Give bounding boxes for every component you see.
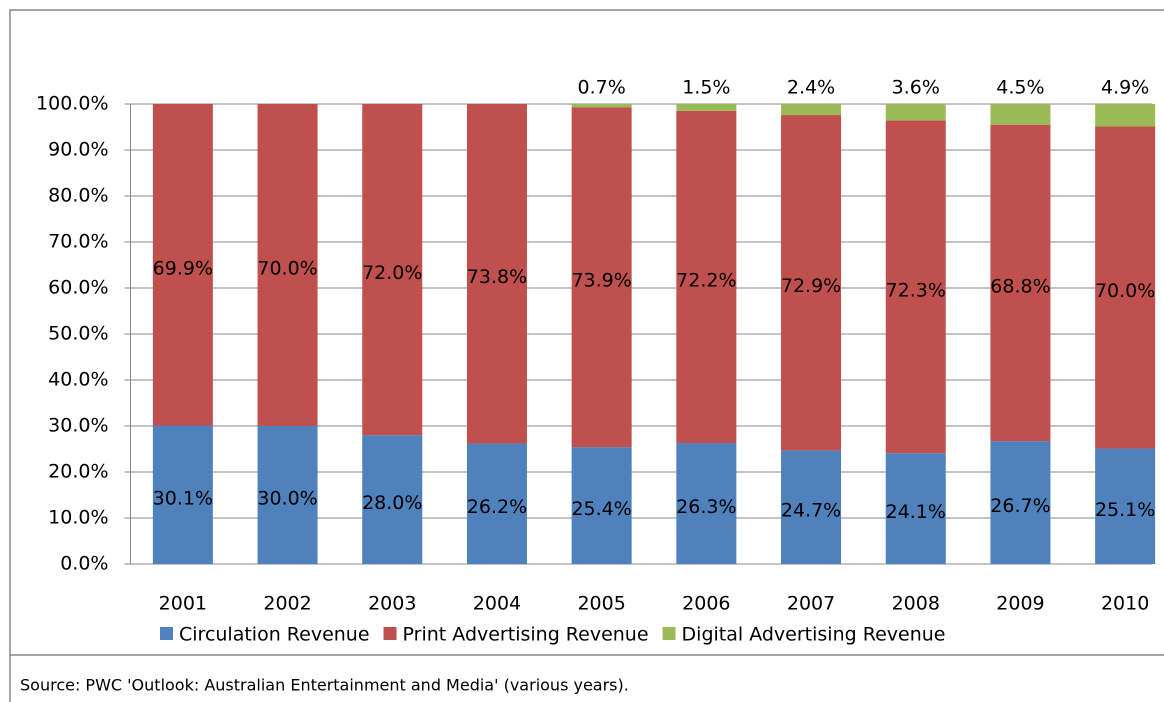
bar-segment: [676, 443, 737, 564]
bar-segment: [571, 447, 632, 564]
legend-label: Print Advertising Revenue: [403, 624, 649, 646]
bar-segment: [885, 453, 946, 564]
y-tick-label: 0.0%: [60, 553, 108, 575]
x-tick-label: 2004: [473, 593, 521, 615]
x-tick-label: 2001: [159, 593, 207, 615]
data-label: 72.0%: [362, 262, 422, 284]
data-label: 26.2%: [467, 496, 527, 518]
x-tick-label: 2010: [1101, 593, 1149, 615]
bar-segment: [781, 115, 842, 451]
bar-segment: [362, 435, 423, 564]
bar-segment: [676, 110, 737, 444]
bar-segment: [466, 443, 527, 564]
legend-swatch: [662, 627, 676, 640]
data-label: 2.4%: [787, 77, 835, 99]
bar-segment: [1095, 104, 1156, 127]
bar-segment: [257, 426, 318, 564]
bar-segment: [152, 425, 213, 564]
bar-segment: [885, 120, 946, 454]
y-tick-label: 10.0%: [48, 507, 108, 529]
legend-swatch: [383, 627, 397, 640]
y-tick-label: 70.0%: [48, 231, 108, 253]
bar-segment: [257, 104, 318, 426]
y-tick-label: 80.0%: [48, 185, 108, 207]
data-label: 70.0%: [1095, 280, 1155, 302]
data-label: 25.4%: [571, 498, 631, 520]
y-tick-label: 60.0%: [48, 277, 108, 299]
x-tick-label: 2006: [682, 593, 730, 615]
y-tick-label: 50.0%: [48, 323, 108, 345]
x-tick-label: 2002: [263, 593, 311, 615]
bar-segment: [781, 450, 842, 564]
x-tick-label: 2007: [787, 593, 835, 615]
bar-segment: [571, 104, 632, 108]
x-tick-label: 2009: [996, 593, 1044, 615]
legend-label: Digital Advertising Revenue: [682, 624, 946, 646]
data-label: 72.2%: [676, 269, 736, 291]
data-label: 69.9%: [153, 257, 213, 279]
data-label: 28.0%: [362, 492, 422, 514]
bar-segment: [885, 104, 946, 121]
bar-segment: [990, 124, 1051, 442]
legend-label: Circulation Revenue: [179, 624, 370, 646]
data-label: 24.1%: [886, 501, 946, 523]
bar-segment: [571, 107, 632, 448]
x-tick-label: 2003: [368, 593, 416, 615]
data-label: 0.7%: [578, 77, 626, 99]
bar-segment: [990, 104, 1051, 125]
data-label: 3.6%: [892, 77, 940, 99]
data-label: 4.5%: [996, 77, 1044, 99]
source-note: Source: PWC 'Outlook: Australian Enterta…: [20, 676, 629, 695]
data-label: 1.5%: [682, 77, 730, 99]
data-label: 72.3%: [886, 279, 946, 301]
y-tick-label: 40.0%: [48, 369, 108, 391]
data-label: 26.7%: [990, 495, 1050, 517]
y-tick-label: 90.0%: [48, 139, 108, 161]
data-label: 30.0%: [257, 488, 317, 510]
data-label: 25.1%: [1095, 499, 1155, 521]
y-tick-label: 100.0%: [36, 93, 108, 115]
chart-frame: [9, 9, 1164, 656]
data-label: 72.9%: [781, 275, 841, 297]
data-label: 30.1%: [153, 487, 213, 509]
x-tick-label: 2008: [892, 593, 940, 615]
bar-segment: [362, 104, 423, 436]
bar-segment: [781, 104, 842, 116]
bar-segment: [152, 104, 213, 426]
data-label: 70.0%: [257, 258, 317, 280]
legend-swatch: [160, 627, 173, 640]
data-label: 68.8%: [990, 275, 1050, 297]
bar-segment: [466, 104, 527, 444]
x-tick-label: 2005: [577, 593, 625, 615]
data-label: 73.9%: [571, 270, 631, 292]
data-label: 73.8%: [467, 266, 527, 288]
y-tick-label: 20.0%: [48, 461, 108, 483]
bar-segment: [1095, 126, 1156, 449]
data-label: 24.7%: [781, 500, 841, 522]
data-label: 26.3%: [676, 496, 736, 518]
data-label: 4.9%: [1101, 77, 1149, 99]
y-tick-label: 30.0%: [48, 415, 108, 437]
bar-segment: [990, 441, 1051, 564]
bar-segment: [676, 104, 737, 111]
bar-segment: [1095, 448, 1156, 564]
